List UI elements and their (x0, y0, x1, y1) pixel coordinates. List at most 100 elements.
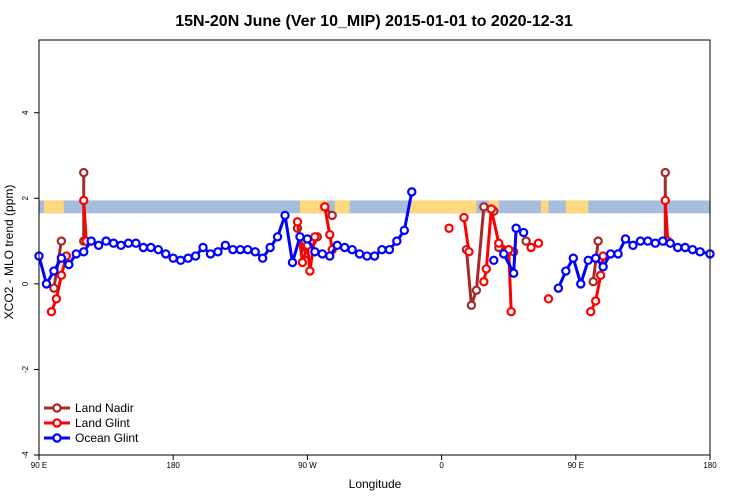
data-point (302, 234, 313, 244)
data-point (310, 232, 320, 242)
y-axis-label: XCO2 - MLO trend (ppm) (2, 185, 16, 320)
data-point (325, 229, 335, 240)
data-point (327, 210, 337, 221)
data-point (305, 266, 315, 276)
land-band-segment-6 (541, 200, 549, 214)
x-tick-label-1: 180 (167, 461, 181, 470)
series-line (663, 200, 670, 242)
data-point (660, 195, 670, 206)
data-point (287, 257, 298, 268)
y-tick-label-4: 4 (21, 110, 30, 115)
data-point (295, 232, 305, 242)
data-point (511, 223, 521, 233)
x-tick-label-2: 90 W (298, 461, 317, 470)
land-band-segment-7 (565, 200, 589, 214)
data-point (101, 236, 111, 246)
data-point (533, 238, 544, 248)
data-point (384, 244, 395, 255)
data-point (116, 240, 126, 251)
data-point (339, 242, 350, 253)
x-tick-label-4: 90 E (568, 461, 584, 470)
legend-item-land-glint: Land Glint (44, 416, 130, 430)
data-point (695, 247, 705, 257)
data-point (235, 244, 245, 255)
data-point (369, 251, 380, 261)
data-point (660, 167, 670, 178)
data-point (168, 253, 178, 263)
data-point (499, 249, 509, 259)
data-point (280, 210, 290, 221)
data-point (568, 253, 579, 263)
data-point (41, 279, 52, 289)
data-point (628, 240, 638, 251)
data-point (590, 296, 601, 306)
data-point (310, 247, 320, 257)
data-point (588, 277, 598, 287)
data-point (49, 266, 59, 276)
data-point (590, 253, 601, 263)
data-point (489, 255, 499, 266)
data-point (543, 294, 554, 304)
data-point (146, 242, 156, 253)
data-point (593, 236, 603, 246)
data-point (213, 247, 223, 257)
data-point (506, 306, 516, 317)
data-point (444, 223, 454, 233)
data-point (320, 202, 330, 212)
series-line (50, 255, 68, 313)
data-point (56, 253, 67, 263)
data-point (71, 249, 81, 259)
data-point (672, 242, 683, 253)
data-point (161, 249, 171, 259)
data-point (518, 227, 529, 238)
data-point (108, 238, 119, 248)
legend-item-land-nadir: Land Nadir (44, 401, 134, 415)
ocean-band (39, 200, 710, 214)
data-point (605, 249, 616, 259)
data-point (658, 236, 668, 246)
data-point (49, 283, 59, 293)
series-line (462, 217, 471, 252)
legend-label: Ocean Glint (75, 431, 139, 445)
data-point (680, 242, 690, 253)
data-point (494, 238, 504, 248)
data-point (665, 238, 675, 248)
data-point (79, 247, 89, 257)
data-point (377, 244, 387, 255)
data-point (354, 249, 365, 259)
data-point (131, 238, 141, 248)
land-band-segment-4 (409, 200, 477, 214)
data-point (392, 236, 402, 246)
data-point (508, 268, 519, 278)
data-point (459, 212, 469, 223)
data-point (347, 244, 357, 255)
data-point (643, 236, 653, 246)
data-point (598, 262, 608, 272)
data-point (228, 244, 238, 255)
data-point (553, 283, 564, 293)
data-point (56, 236, 67, 246)
data-point (583, 255, 593, 266)
y-tick-label-0: -4 (21, 451, 30, 459)
data-point (175, 255, 186, 266)
data-point (138, 242, 149, 253)
data-point (576, 279, 586, 289)
data-point (292, 217, 303, 227)
data-point (297, 257, 308, 268)
data-point (79, 167, 89, 178)
x-axis: 90 E 180 90 W 0 90 E 180 (31, 455, 717, 470)
x-tick-label-5: 180 (703, 461, 717, 470)
data-point (190, 251, 201, 261)
chart-title: 15N-20N June (Ver 10_MIP) 2015-01-01 to … (175, 13, 573, 30)
data-point (481, 264, 492, 274)
data-point (595, 270, 606, 281)
data-point (687, 244, 698, 255)
data-point (471, 285, 482, 295)
legend-label: Land Nadir (75, 401, 134, 415)
data-point (183, 253, 193, 263)
data-point (220, 240, 231, 251)
data-point (479, 277, 489, 287)
data-point (153, 244, 163, 255)
data-point (407, 187, 417, 197)
